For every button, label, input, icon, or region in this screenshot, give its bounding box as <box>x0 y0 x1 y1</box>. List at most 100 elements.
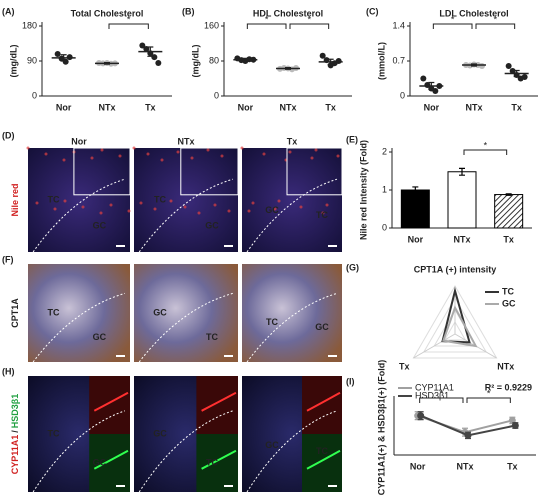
region-label: GC <box>153 307 167 317</box>
bar <box>447 171 477 229</box>
significance-bracket <box>466 397 511 403</box>
scale-bar <box>328 355 337 357</box>
stain-spot <box>153 207 157 211</box>
y-axis-label: Nile red Intensity (Fold) <box>358 140 368 240</box>
region-label: TC <box>316 446 328 456</box>
channel-red <box>302 376 342 434</box>
data-point <box>66 54 73 61</box>
significance-bracket <box>463 149 508 155</box>
boundary <box>246 410 338 493</box>
stain-spot <box>44 152 48 156</box>
boundary <box>32 410 126 493</box>
channel-green <box>89 434 130 492</box>
chart-title: LDL Cholesterol <box>439 8 508 18</box>
radar-series <box>442 305 478 348</box>
radar-grid <box>412 284 498 359</box>
data-point <box>420 75 427 82</box>
region-label: GC <box>93 457 107 467</box>
column-title: Tx <box>287 136 298 146</box>
x-tick-label: Tx <box>507 461 518 471</box>
stain-spot <box>321 211 325 215</box>
bar <box>400 189 430 229</box>
scale-bar <box>224 245 233 247</box>
y-tick-label: 0 <box>214 90 219 100</box>
region-label: GC <box>93 220 107 230</box>
y-tick-label: 180 <box>22 20 37 30</box>
error-bar <box>459 167 465 176</box>
stain-spot <box>262 152 266 156</box>
x-tick-label: NTx <box>456 461 473 471</box>
stain-spot <box>26 146 30 150</box>
stain-spot <box>213 203 217 207</box>
error-bar <box>285 66 291 70</box>
region-label: TC <box>154 194 166 204</box>
scale-bar <box>224 485 233 487</box>
error-bar <box>327 58 334 66</box>
stain-spot <box>240 146 244 150</box>
y-tick-label: 80 <box>209 55 219 65</box>
x-tick-label: NTx <box>465 102 482 112</box>
panel-label: (G) <box>346 262 359 272</box>
panel-label: (D) <box>2 130 15 140</box>
boundary <box>246 292 338 363</box>
stain-spot <box>169 199 173 203</box>
data-point <box>54 51 61 57</box>
row-title-part: Nile red <box>10 183 20 216</box>
data-point <box>417 412 425 420</box>
stain-spot <box>183 205 187 209</box>
y-tick-label: 0 <box>400 90 405 100</box>
panel-label: (A) <box>2 6 15 16</box>
y-axis-label: CYP11A1(+) & HSD3β1(+) (Fold) <box>376 360 386 496</box>
stain-spot <box>288 150 292 154</box>
significance-label: * <box>308 14 312 24</box>
data-point <box>464 431 472 439</box>
significance-bracket <box>108 23 149 29</box>
micrograph <box>28 148 130 252</box>
row-title: CYP11A1 /HSD3β1 <box>10 394 20 475</box>
stain-spot <box>299 205 303 209</box>
significance-bracket <box>246 23 287 29</box>
data-point <box>335 58 342 64</box>
x-tick-label: Nor <box>424 102 440 112</box>
row-title-part: CYP11A1 <box>10 435 20 475</box>
stain-spot <box>100 148 104 152</box>
panel-label: (E) <box>346 134 358 144</box>
data-point <box>151 54 158 61</box>
channel-red <box>89 376 130 434</box>
data-point <box>155 59 162 66</box>
data-point <box>319 52 326 59</box>
micrograph <box>134 148 238 252</box>
micrograph <box>134 264 238 362</box>
significance-label: * <box>487 388 491 398</box>
row-title-part: HSD3β1 <box>10 394 20 429</box>
stain-spot <box>190 156 194 160</box>
stain-spot <box>325 203 329 207</box>
error-bar <box>513 69 520 78</box>
channel-signal <box>201 449 237 470</box>
error-bar <box>104 61 110 65</box>
annotation: R² = 0.9229 <box>485 382 532 392</box>
data-point <box>509 68 516 74</box>
legend-label: HSD3β1 <box>415 390 449 400</box>
significance-bracket <box>419 397 464 403</box>
region-label: TC <box>48 428 60 438</box>
stain-spot <box>99 211 103 215</box>
stain-spot <box>109 203 113 207</box>
row-title-part: CPT1A <box>10 298 20 328</box>
stain-spot <box>310 156 314 160</box>
significance-bracket <box>475 23 516 29</box>
scale-bar <box>328 245 337 247</box>
region-label: TC <box>48 307 60 317</box>
legend-label: GC <box>502 298 516 308</box>
stain-spot <box>314 148 318 152</box>
region-label: GC <box>205 220 219 230</box>
chart-title: HDL Cholesterol <box>253 8 323 18</box>
boundary <box>138 410 233 493</box>
region-label: GC <box>153 428 167 438</box>
data-point <box>505 63 512 69</box>
stain-spot <box>118 154 122 158</box>
data-point <box>521 74 528 80</box>
radar-axis <box>413 333 456 359</box>
channel-signal <box>306 391 341 412</box>
x-tick-label: Nor <box>408 234 424 244</box>
